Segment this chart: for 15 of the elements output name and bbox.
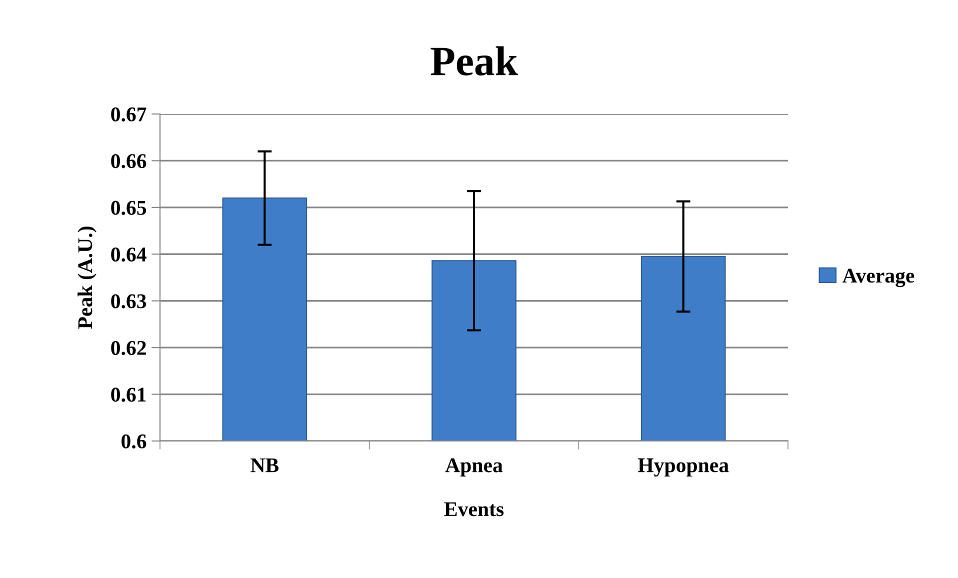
y-tick-label: 0.62 [111, 340, 146, 356]
y-tick-label: 0.66 [111, 154, 146, 168]
legend-label: Average [842, 268, 914, 288]
y-tick-label: 0.6 [122, 434, 146, 449]
x-tick-label: NB [250, 458, 279, 472]
y-axis-title: Peak (A.U.) [78, 226, 96, 329]
x-axis-title: Events [444, 502, 504, 516]
chart-title: Peak [430, 46, 518, 76]
y-tick-label: 0.67 [111, 107, 146, 122]
x-tick-label: Apnea [445, 458, 503, 477]
y-tick-label: 0.63 [111, 294, 146, 308]
y-tick-label: 0.61 [111, 388, 146, 402]
y-tick-label: 0.64 [111, 248, 146, 262]
y-tick-label: 0.65 [111, 200, 146, 215]
x-tick-label: Hypopnea [638, 458, 729, 477]
